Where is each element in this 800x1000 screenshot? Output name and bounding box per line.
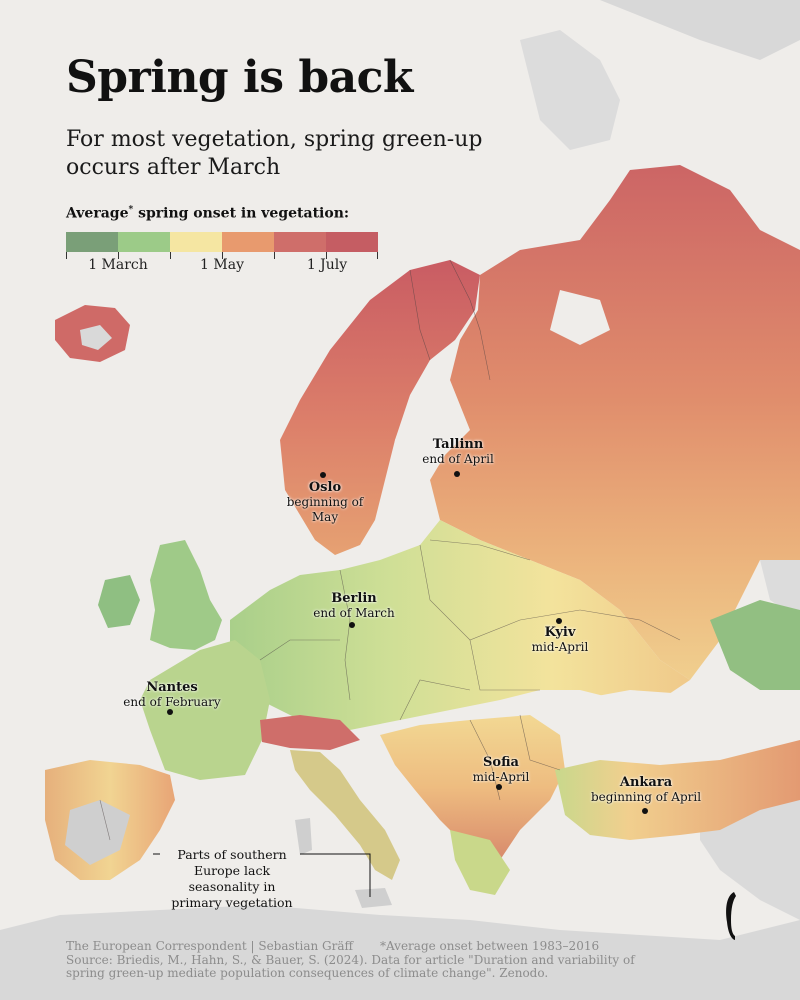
africa-landmass xyxy=(0,905,800,1000)
city-dot-oslo xyxy=(320,472,326,478)
footer-source: Source: Briedis, M., Hahn, S., & Bauer, … xyxy=(66,953,635,980)
black-sea xyxy=(575,690,750,760)
alps xyxy=(260,715,360,750)
legend-swatch-6 xyxy=(326,232,378,252)
footer-credit: The European Correspondent | Sebastian G… xyxy=(66,939,354,953)
caspian-region xyxy=(760,560,800,620)
italy xyxy=(290,750,400,880)
city-label-ankara: Ankara beginning of April xyxy=(590,775,702,804)
page-title: Spring is back xyxy=(66,52,413,103)
legend-ticks xyxy=(66,252,378,260)
central-europe xyxy=(230,520,690,730)
ireland xyxy=(98,575,140,628)
city-dot-kyiv xyxy=(556,618,562,624)
page-subtitle: For most vegetation, spring green-up occ… xyxy=(66,127,483,180)
city-label-berlin: Berlin end of March xyxy=(313,591,395,620)
great-britain xyxy=(150,540,222,650)
legend-title: Average* spring onset in vegetation: xyxy=(66,205,350,222)
city-label-sofia: Sofia mid-April xyxy=(472,755,530,784)
legend-swatch-5 xyxy=(274,232,326,252)
publisher-logo-icon xyxy=(726,892,736,940)
legend-label-march: 1 March xyxy=(88,257,148,273)
city-dot-nantes xyxy=(167,709,173,715)
sardinia xyxy=(295,818,312,855)
france xyxy=(140,640,270,780)
iberia-grey xyxy=(65,800,130,865)
annotation-southern-europe: Parts of southern Europe lack seasonalit… xyxy=(171,847,293,910)
city-label-oslo: Oslo beginning of May xyxy=(286,480,364,524)
legend-color-scale xyxy=(66,232,378,252)
city-dot-berlin xyxy=(349,622,355,628)
legend-swatch-2 xyxy=(118,232,170,252)
legend-swatch-1 xyxy=(66,232,118,252)
country-borders xyxy=(99,259,681,841)
caucasus xyxy=(710,600,800,690)
city-label-kyiv: Kyiv mid-April xyxy=(531,625,589,654)
greenland-landmass xyxy=(600,0,800,60)
annotation-leader-line xyxy=(153,853,371,897)
arctic-islands xyxy=(520,30,620,150)
city-label-nantes: Nantes end of February xyxy=(123,680,221,709)
legend-label-may: 1 May xyxy=(200,257,244,273)
city-dot-tallinn xyxy=(454,471,460,477)
sicily xyxy=(355,888,392,908)
legend-label-july: 1 July xyxy=(306,257,348,273)
turkey xyxy=(555,740,800,840)
city-dot-ankara xyxy=(642,808,648,814)
city-dot-sofia xyxy=(496,784,502,790)
footer-footnote: *Average onset between 1983–2016 xyxy=(380,939,600,953)
scandinavia xyxy=(280,260,480,555)
greece xyxy=(450,830,510,895)
legend-swatch-4 xyxy=(222,232,274,252)
city-label-tallinn: Tallinn end of April xyxy=(422,437,494,466)
legend-swatch-3 xyxy=(170,232,222,252)
white-sea xyxy=(550,290,610,345)
iceland-ice xyxy=(80,325,112,350)
russia-east xyxy=(430,165,800,680)
baltic-sea xyxy=(388,365,445,520)
balkans xyxy=(380,715,565,860)
